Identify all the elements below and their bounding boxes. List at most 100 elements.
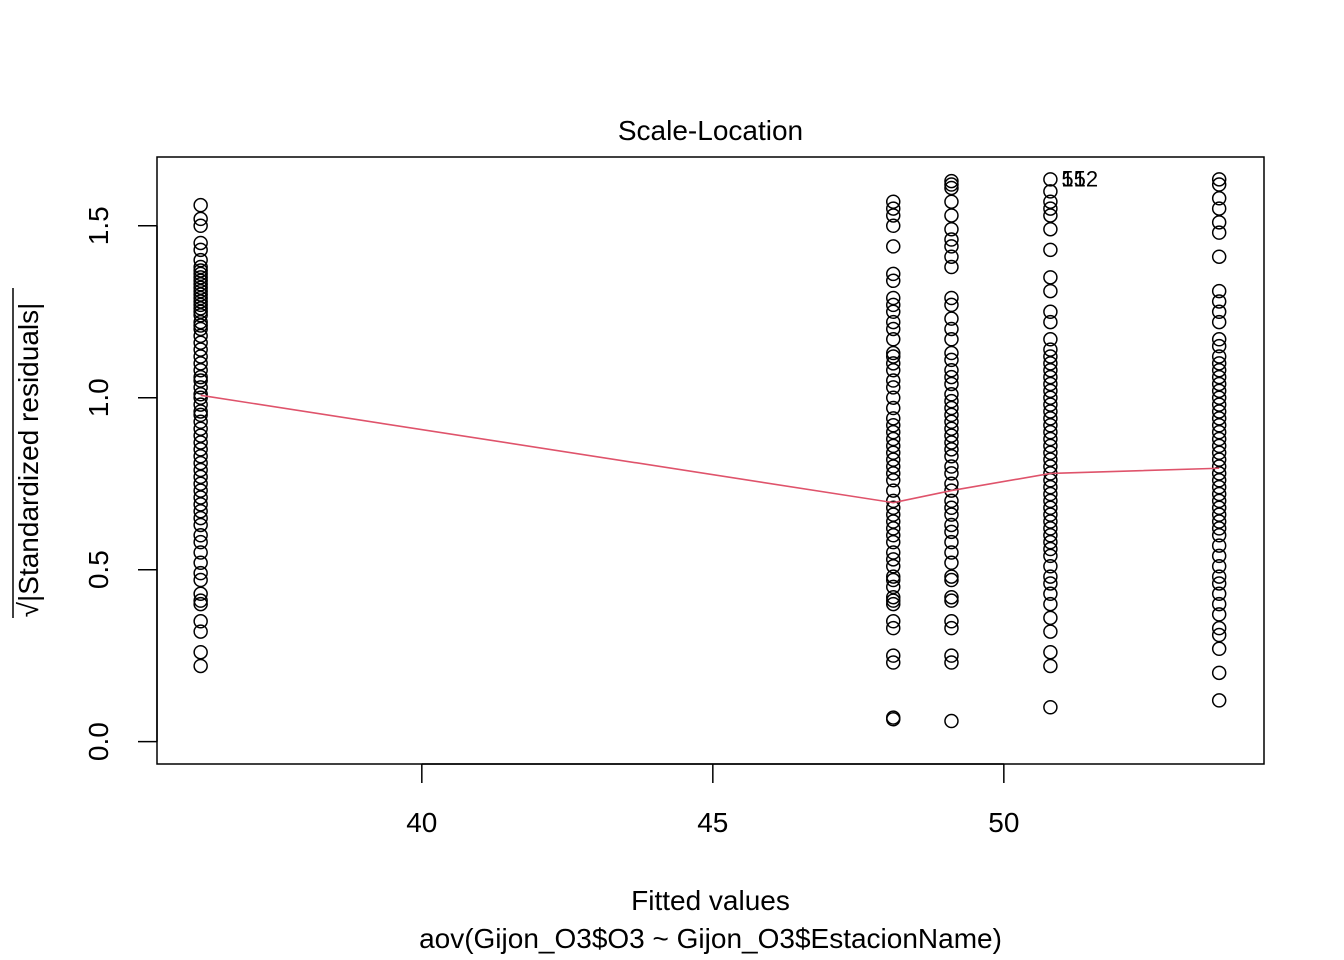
data-point <box>944 407 959 423</box>
smooth-trend-line <box>200 394 1220 504</box>
data-point <box>193 387 208 402</box>
data-point <box>193 528 208 543</box>
data-point <box>193 242 208 258</box>
data-point <box>1043 624 1058 639</box>
data-point <box>1211 445 1227 461</box>
data-point <box>193 510 208 526</box>
data-point <box>1211 486 1227 502</box>
data-point <box>193 614 208 629</box>
data-point <box>944 614 959 629</box>
data-point <box>1211 627 1227 643</box>
data-point <box>1211 314 1227 330</box>
x-tick-label: 50 <box>988 807 1019 838</box>
data-point <box>944 648 959 663</box>
data-point <box>944 369 959 385</box>
data-point <box>1043 438 1058 454</box>
data-point <box>193 586 208 602</box>
data-point <box>1211 641 1227 657</box>
data-point <box>1043 418 1058 433</box>
y-tick-label: 0.5 <box>83 550 114 589</box>
data-point <box>1211 376 1227 392</box>
data-point <box>944 517 959 533</box>
data-point <box>1043 283 1058 299</box>
data-point <box>193 218 208 234</box>
data-point <box>1211 332 1227 347</box>
data-point <box>193 252 208 268</box>
data-point <box>944 593 959 608</box>
y-axis: 0.0 0.5 1.0 1.5 <box>83 206 158 761</box>
data-point <box>886 201 901 216</box>
data-point <box>886 528 901 543</box>
data-point <box>944 239 959 254</box>
data-point <box>944 208 959 223</box>
data-point <box>1043 548 1058 564</box>
points-layer <box>193 172 1227 729</box>
y-axis-label-radical: √ <box>13 601 44 617</box>
data-point <box>1211 665 1227 681</box>
data-point <box>886 373 901 388</box>
data-point <box>193 455 208 471</box>
data-point <box>886 362 901 378</box>
data-point <box>1043 411 1058 426</box>
data-point <box>193 318 208 333</box>
data-point <box>886 596 901 612</box>
data-point <box>193 483 208 498</box>
data-point <box>944 507 959 522</box>
data-point <box>886 380 901 395</box>
data-point <box>944 620 959 636</box>
data-point <box>886 552 901 567</box>
data-point <box>1043 576 1058 591</box>
data-point <box>1211 369 1227 385</box>
data-point <box>944 332 959 347</box>
data-point <box>193 235 208 251</box>
chart-title: Scale-Location <box>618 115 803 146</box>
data-point <box>1043 586 1058 602</box>
data-point <box>886 452 901 467</box>
data-point <box>1211 569 1227 584</box>
data-point <box>193 294 208 309</box>
x-axis: 40 45 50 <box>406 763 1019 838</box>
data-point <box>193 476 208 491</box>
data-point <box>1211 338 1227 354</box>
data-point <box>1043 201 1058 216</box>
data-point <box>944 493 959 509</box>
data-point <box>944 483 959 498</box>
data-point <box>886 356 901 371</box>
data-point <box>1043 397 1058 412</box>
data-point <box>886 483 901 498</box>
data-point <box>1043 521 1058 536</box>
data-point <box>886 290 901 306</box>
data-point <box>886 593 901 608</box>
data-point <box>193 404 208 419</box>
data-point <box>1211 493 1227 509</box>
data-point <box>886 648 901 663</box>
data-point <box>944 259 959 275</box>
data-point <box>886 218 901 234</box>
data-point <box>944 249 959 264</box>
data-point <box>1211 607 1227 622</box>
data-point <box>944 448 959 464</box>
data-point <box>193 259 208 275</box>
data-point <box>944 545 959 560</box>
data-point <box>1211 404 1227 419</box>
data-point <box>1211 418 1227 433</box>
data-point <box>944 173 959 189</box>
data-point <box>1043 528 1058 543</box>
data-point <box>944 321 959 337</box>
data-point <box>1211 362 1227 378</box>
data-point <box>1043 486 1058 502</box>
data-point <box>944 221 959 237</box>
data-point <box>1043 184 1058 199</box>
data-point <box>1211 559 1227 574</box>
data-point <box>1043 493 1058 509</box>
data-point <box>886 438 901 454</box>
data-point <box>1211 452 1227 467</box>
y-axis-label-text: |Standardized residuals| <box>13 303 44 602</box>
data-point <box>1043 569 1058 584</box>
data-point <box>1211 225 1227 240</box>
data-point <box>944 524 959 540</box>
data-point <box>1043 332 1058 347</box>
data-point <box>886 514 901 529</box>
